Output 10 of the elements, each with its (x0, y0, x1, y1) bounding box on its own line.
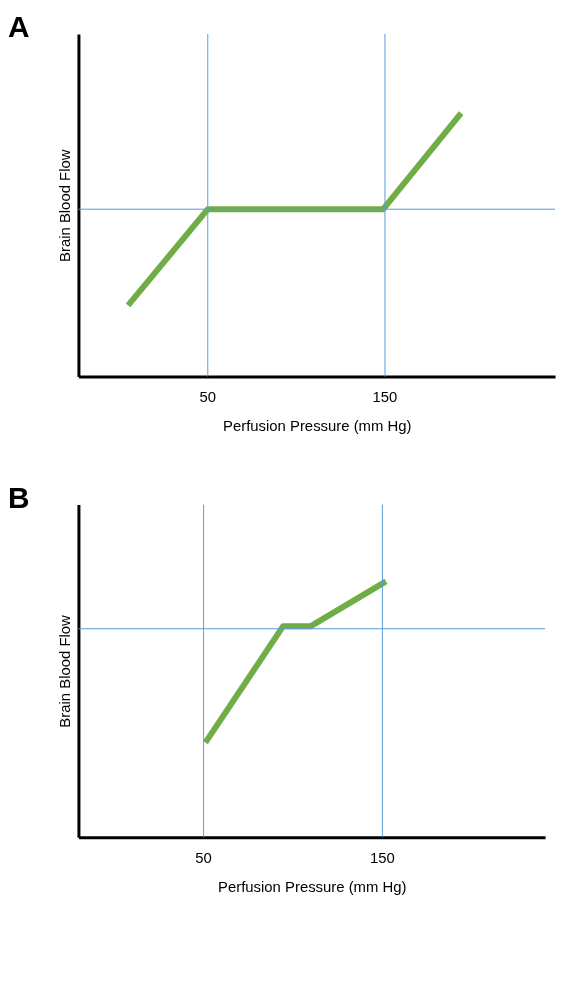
x-axis-title: Perfusion Pressure (mm Hg) (218, 878, 407, 895)
y-axis-title: Brain Blood Flow (57, 614, 73, 728)
y-axis-title: Brain Blood Flow (57, 149, 73, 262)
x-axis-title: Perfusion Pressure (mm Hg) (223, 418, 412, 435)
x-tick-label: 50 (195, 850, 212, 867)
x-tick-label: 150 (372, 389, 398, 406)
x-tick-label: 50 (199, 389, 217, 406)
chart-title: A (7, 10, 30, 44)
x-tick-label: 150 (369, 850, 395, 867)
chart-title: B (7, 481, 30, 515)
